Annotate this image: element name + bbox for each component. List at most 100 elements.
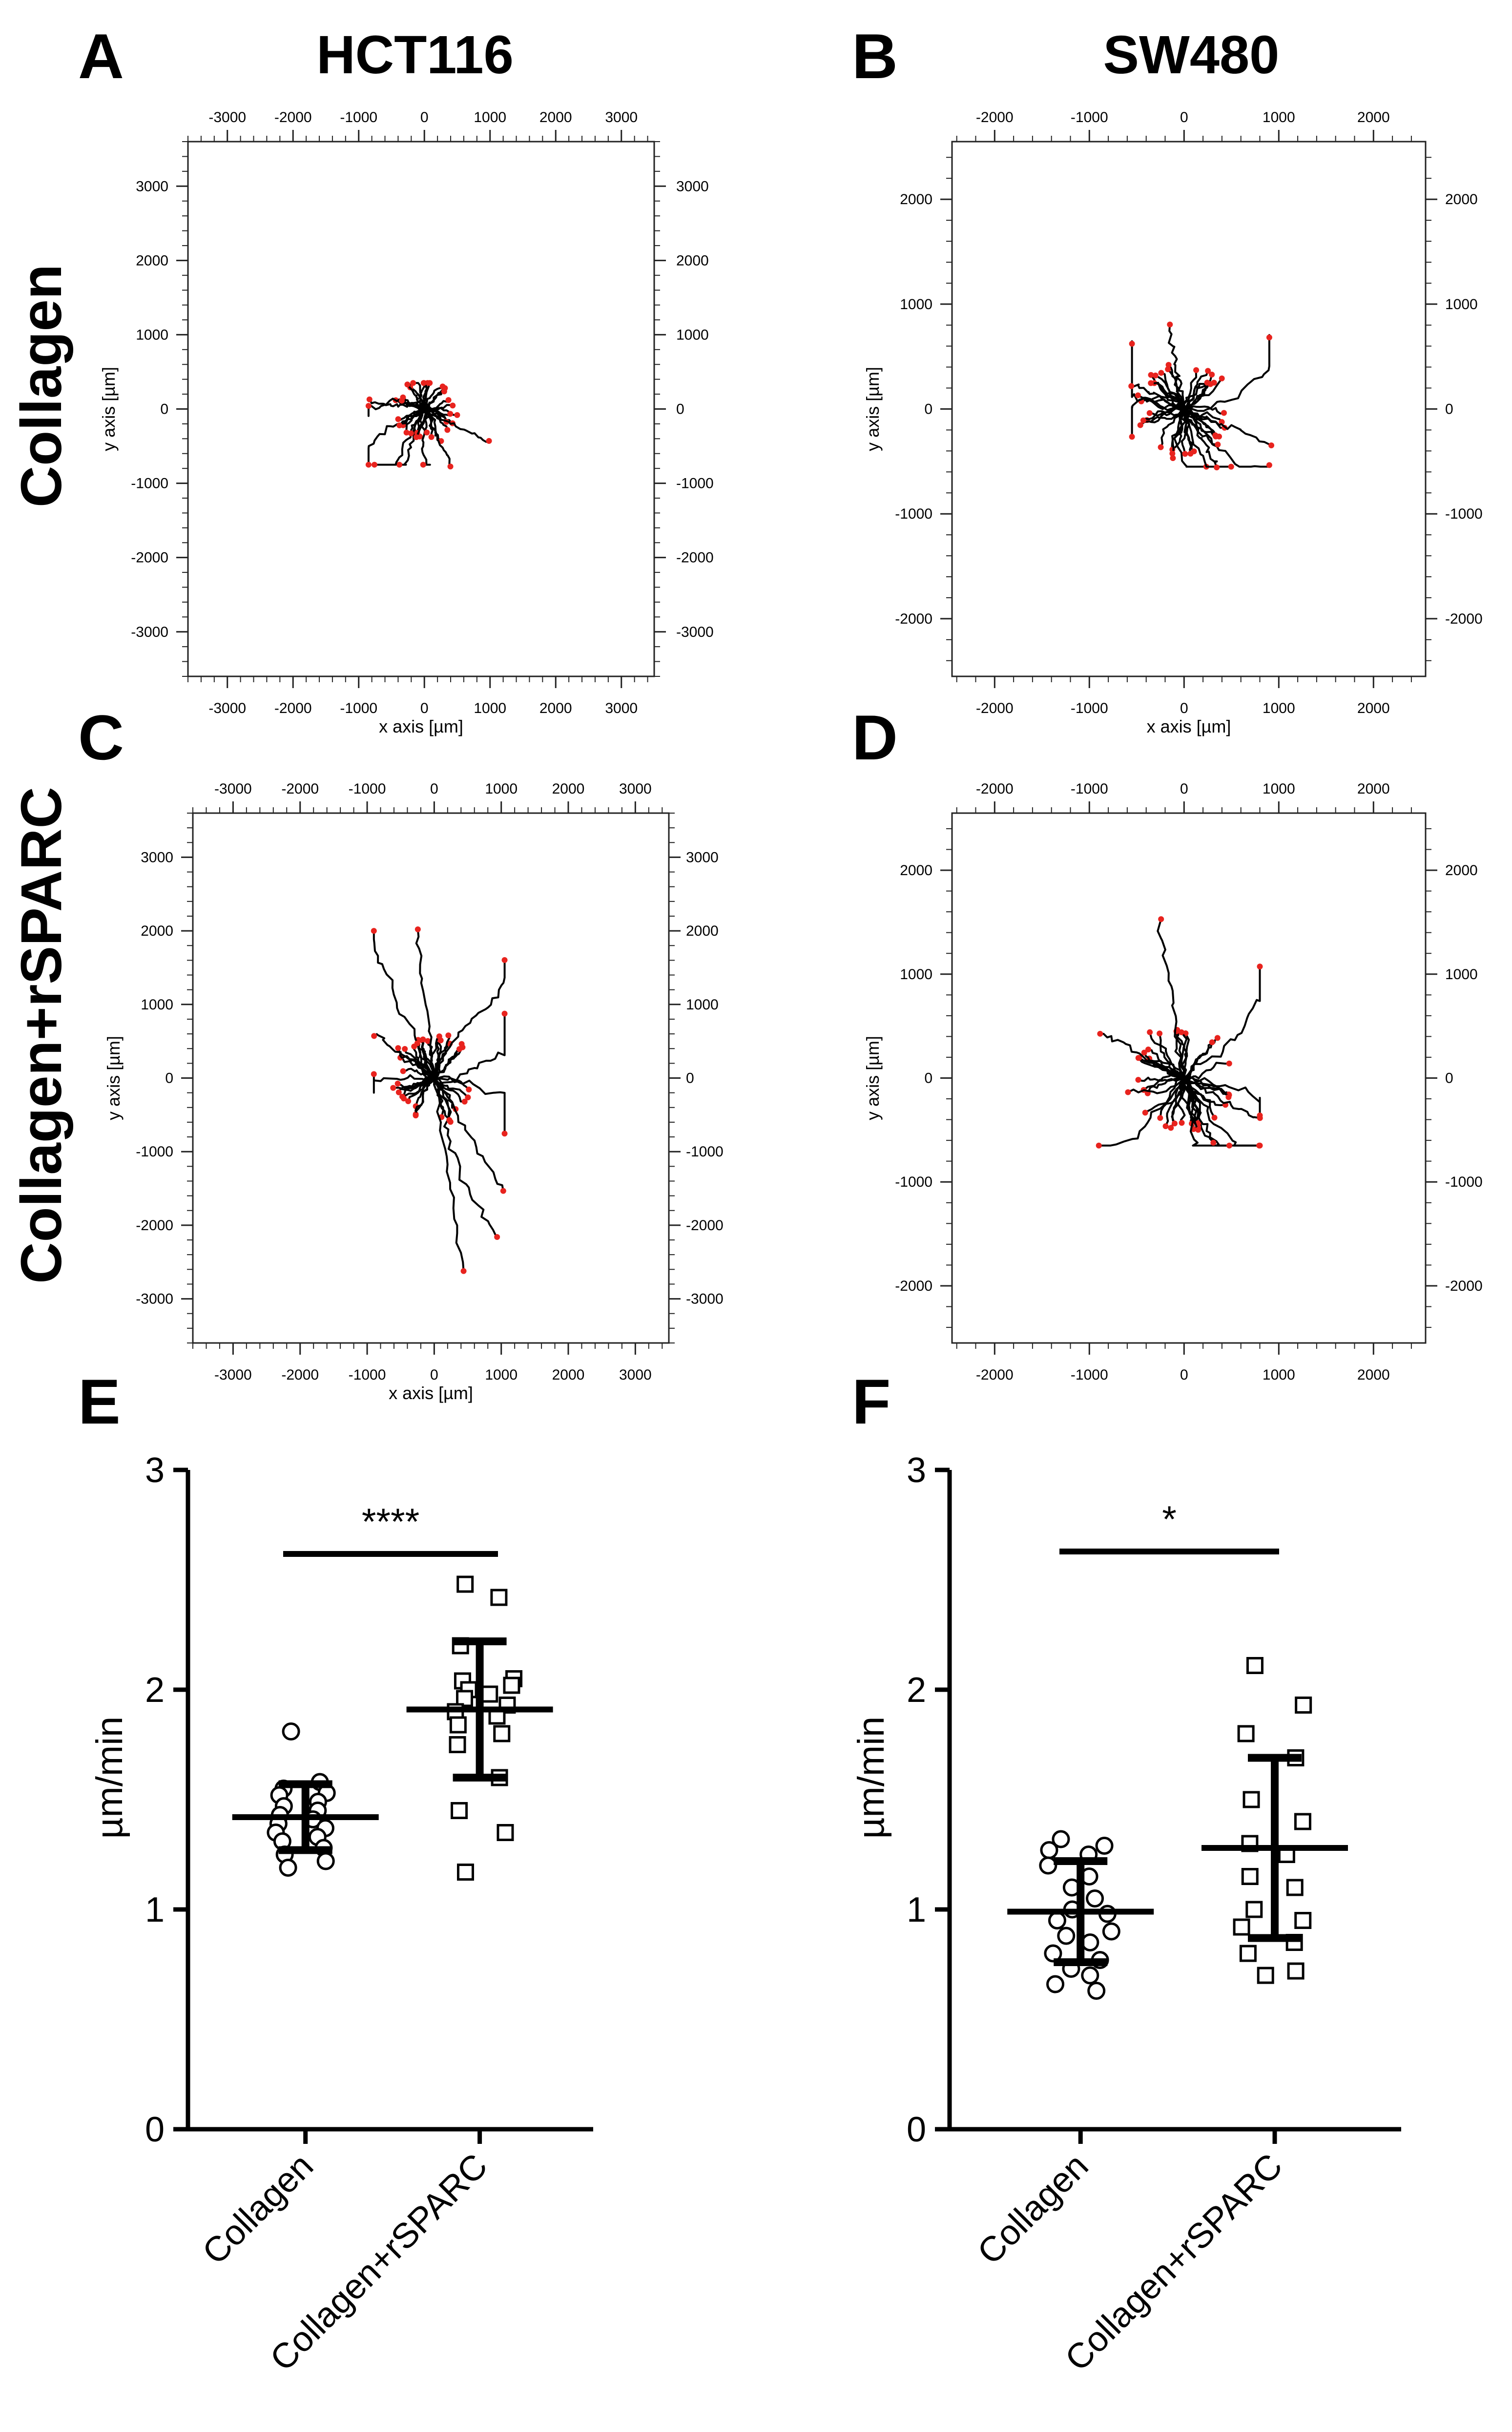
y-tick-label-right-a: 2000 (676, 252, 709, 269)
y-tick-label-left-c: -2000 (136, 1217, 173, 1234)
y-tick-label-right-c: 1000 (686, 997, 719, 1013)
x-tick-label-top-d: -2000 (976, 781, 1014, 797)
track-endpoint-d (1162, 1123, 1169, 1130)
cell-track-a (424, 390, 445, 410)
track-endpoint-b (1148, 380, 1154, 386)
track-endpoint-a (420, 461, 426, 468)
track-endpoint-c (494, 1234, 500, 1240)
track-endpoint-b (1128, 383, 1135, 389)
panel-letter-f: F (852, 1366, 891, 1437)
track-endpoint-b (1158, 444, 1164, 450)
track-endpoint-d (1145, 1046, 1151, 1052)
data-point-f-rsparc (1295, 1697, 1312, 1714)
y-tick-label-left-b: 0 (924, 401, 932, 418)
cell-track-c (433, 1075, 470, 1090)
significance-label-f: * (1162, 1499, 1177, 1540)
cell-track-d (1148, 1058, 1185, 1079)
y-axis-label-d: y axis [µm] (863, 1036, 883, 1120)
cell-track-a (405, 408, 425, 433)
x-tick-label-bottom-d: -1000 (1071, 1367, 1108, 1383)
track-endpoint-c (420, 1036, 426, 1043)
track-endpoint-c (414, 1040, 420, 1047)
cell-track-a (402, 397, 425, 410)
track-endpoint-a (444, 427, 451, 433)
track-endpoint-c (390, 1085, 396, 1091)
track-endpoint-b (1193, 367, 1200, 373)
cell-track-a (423, 408, 428, 433)
x-tick-label-bottom-a: -1000 (340, 700, 377, 716)
track-endpoint-d (1257, 964, 1263, 970)
significance-label-e: **** (362, 1501, 419, 1543)
track-endpoint-b (1146, 410, 1153, 416)
data-point-e-rsparc (490, 1589, 508, 1606)
x-tick-label-bottom-a: -2000 (274, 700, 312, 716)
y-tick-label-right-b: -2000 (1445, 611, 1483, 627)
cell-track-d (1171, 1077, 1187, 1124)
track-endpoint-a (447, 411, 454, 417)
cell-track-d (1184, 966, 1261, 1079)
x-category-label-f: Collagen+rSPARC (1057, 2146, 1290, 2379)
track-endpoint-c (501, 1010, 508, 1017)
cell-track-d (1183, 1075, 1230, 1098)
data-point-e-rsparc (497, 1824, 514, 1841)
y-tick-label-left-d: 1000 (900, 966, 932, 983)
x-tick-label-top-c: 0 (430, 781, 438, 797)
y-tick-label-right-d: 2000 (1445, 862, 1478, 879)
data-point-f-collagen (1081, 1966, 1099, 1985)
x-tick-label-bottom-d: 1000 (1263, 1367, 1295, 1383)
track-endpoint-c (445, 1032, 452, 1039)
cell-track-a (420, 409, 431, 466)
data-point-e-rsparc (456, 1864, 474, 1881)
row-label-collagen: Collagen (9, 264, 74, 507)
track-endpoint-d (1141, 1049, 1147, 1056)
x-tick-label-bottom-d: -2000 (976, 1367, 1014, 1383)
track-endpoint-d (1147, 1029, 1153, 1035)
track-endpoint-d (1257, 1115, 1263, 1121)
y-tick-label-right-c: 0 (686, 1070, 694, 1087)
track-endpoint-b (1204, 379, 1210, 386)
track-endpoint-d (1158, 916, 1164, 922)
cell-track-b (1137, 394, 1184, 411)
track-endpoint-d (1168, 1125, 1174, 1131)
cell-track-c (373, 1074, 435, 1094)
y-tick-label-right-b: 2000 (1445, 191, 1478, 208)
y-axis-label-a: y axis [µm] (99, 367, 119, 451)
panel-letter-d: D (852, 702, 898, 773)
cell-track-d (1183, 1042, 1213, 1079)
cell-track-c (403, 1068, 435, 1079)
x-tick-label-bottom-d: 0 (1180, 1367, 1188, 1383)
cell-track-a (423, 408, 449, 430)
cell-track-b (1183, 408, 1218, 446)
data-point-e-rsparc (503, 1677, 520, 1694)
cell-track-d (1183, 1077, 1232, 1147)
x-tick-label-top-a: 3000 (605, 109, 638, 126)
y-tick-label-right-a: -2000 (676, 550, 714, 566)
panel-letter-c: C (78, 702, 124, 773)
track-endpoint-a (396, 422, 403, 429)
data-point-f-rsparc (1294, 1912, 1312, 1929)
cell-track-d (1183, 1078, 1199, 1131)
x-tick-label-bottom-c: 1000 (485, 1367, 518, 1383)
track-endpoint-d (1256, 1142, 1263, 1149)
panel-letter-a: A (78, 21, 124, 92)
data-point-f-rsparc (1246, 1657, 1263, 1674)
y-tick-label-left-b: -1000 (895, 506, 932, 522)
y-tick-label-left-d: 2000 (900, 862, 932, 879)
x-tick-label-top-d: -1000 (1071, 781, 1108, 797)
track-endpoint-c (395, 1045, 401, 1051)
x-tick-label-bottom-a: 3000 (605, 700, 638, 716)
cell-track-b (1131, 383, 1185, 410)
x-tick-label-top-c: 1000 (485, 781, 518, 797)
y-tick-label-f: 1 (907, 1890, 926, 1929)
track-endpoint-b (1212, 432, 1219, 439)
track-endpoint-b (1165, 362, 1172, 368)
y-tick-label-right-a: 3000 (676, 178, 709, 194)
track-endpoint-b (1205, 368, 1211, 374)
track-endpoint-d (1096, 1142, 1102, 1149)
cell-track-c (398, 1077, 435, 1093)
cell-track-a (424, 408, 490, 443)
data-point-e-rsparc (481, 1685, 498, 1703)
x-tick-label-bottom-b: -1000 (1071, 700, 1108, 716)
data-point-e-rsparc (449, 1716, 467, 1734)
